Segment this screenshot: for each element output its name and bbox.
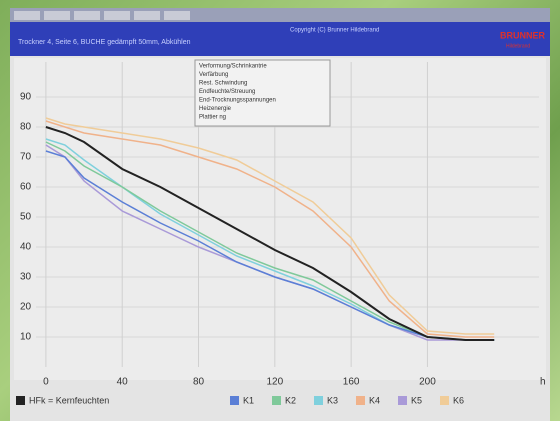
x-tick-label: 40 [117, 377, 129, 388]
tab[interactable] [164, 11, 190, 20]
x-tick-label: 80 [193, 377, 205, 388]
tab[interactable] [44, 11, 70, 20]
annotation: Endfeuchte/Streuung [199, 89, 255, 95]
annotation: Verfärbung [199, 72, 228, 78]
legend-label: K2 [285, 395, 296, 405]
legend-label: K1 [243, 395, 254, 405]
legend-swatch [272, 396, 281, 405]
legend-swatch [314, 396, 323, 405]
legend-swatch [356, 396, 365, 405]
y-tick-label: 80 [20, 122, 32, 133]
x-tick-label: 200 [419, 377, 436, 388]
tab[interactable] [74, 11, 100, 20]
logo-sub: Hildebrand [506, 43, 530, 49]
x-tick-label: 0 [43, 377, 49, 388]
x-tick-label: 160 [343, 377, 360, 388]
legend-label: K3 [327, 395, 338, 405]
legend-label: K5 [411, 395, 422, 405]
legend-label: HFk = Kernfeuchten [29, 395, 109, 405]
annotation: Heizenergie [199, 106, 232, 112]
y-tick-label: 10 [20, 332, 32, 343]
legend-swatch [230, 396, 239, 405]
y-tick-label: 60 [20, 182, 32, 193]
y-tick-label: 30 [20, 272, 32, 283]
legend-swatch [440, 396, 449, 405]
tab[interactable] [14, 11, 40, 20]
legend-label: K4 [369, 395, 380, 405]
annotation: Verformung/Schrinkantrie [199, 64, 267, 70]
copyright: Copyright (C) Brunner Hildebrand [290, 28, 379, 34]
annotation: Rest. Schwindung [199, 81, 247, 87]
tab[interactable] [104, 11, 130, 20]
legend-swatch [16, 396, 25, 405]
logo: BRUNNER [500, 30, 546, 40]
y-tick-label: 70 [20, 152, 32, 163]
y-tick-label: 90 [20, 92, 32, 103]
y-tick-label: 20 [20, 302, 32, 313]
page: {"header":{"title":"Trockner 4, Seite 6,… [0, 0, 560, 421]
screen: Trockner 4, Seite 6, BUCHE gedämpft 50mm… [0, 0, 560, 421]
legend-label: K6 [453, 395, 464, 405]
x-axis-label: h [540, 377, 546, 388]
x-tick-label: 120 [266, 377, 283, 388]
tab[interactable] [134, 11, 160, 20]
header-title: Trockner 4, Seite 6, BUCHE gedämpft 50mm… [18, 39, 191, 46]
legend-swatch [398, 396, 407, 405]
annotation: End-Trocknungsspannungen [199, 98, 276, 104]
y-tick-label: 40 [20, 242, 32, 253]
y-tick-label: 50 [20, 212, 32, 223]
annotation: Plattier ng [199, 115, 226, 121]
